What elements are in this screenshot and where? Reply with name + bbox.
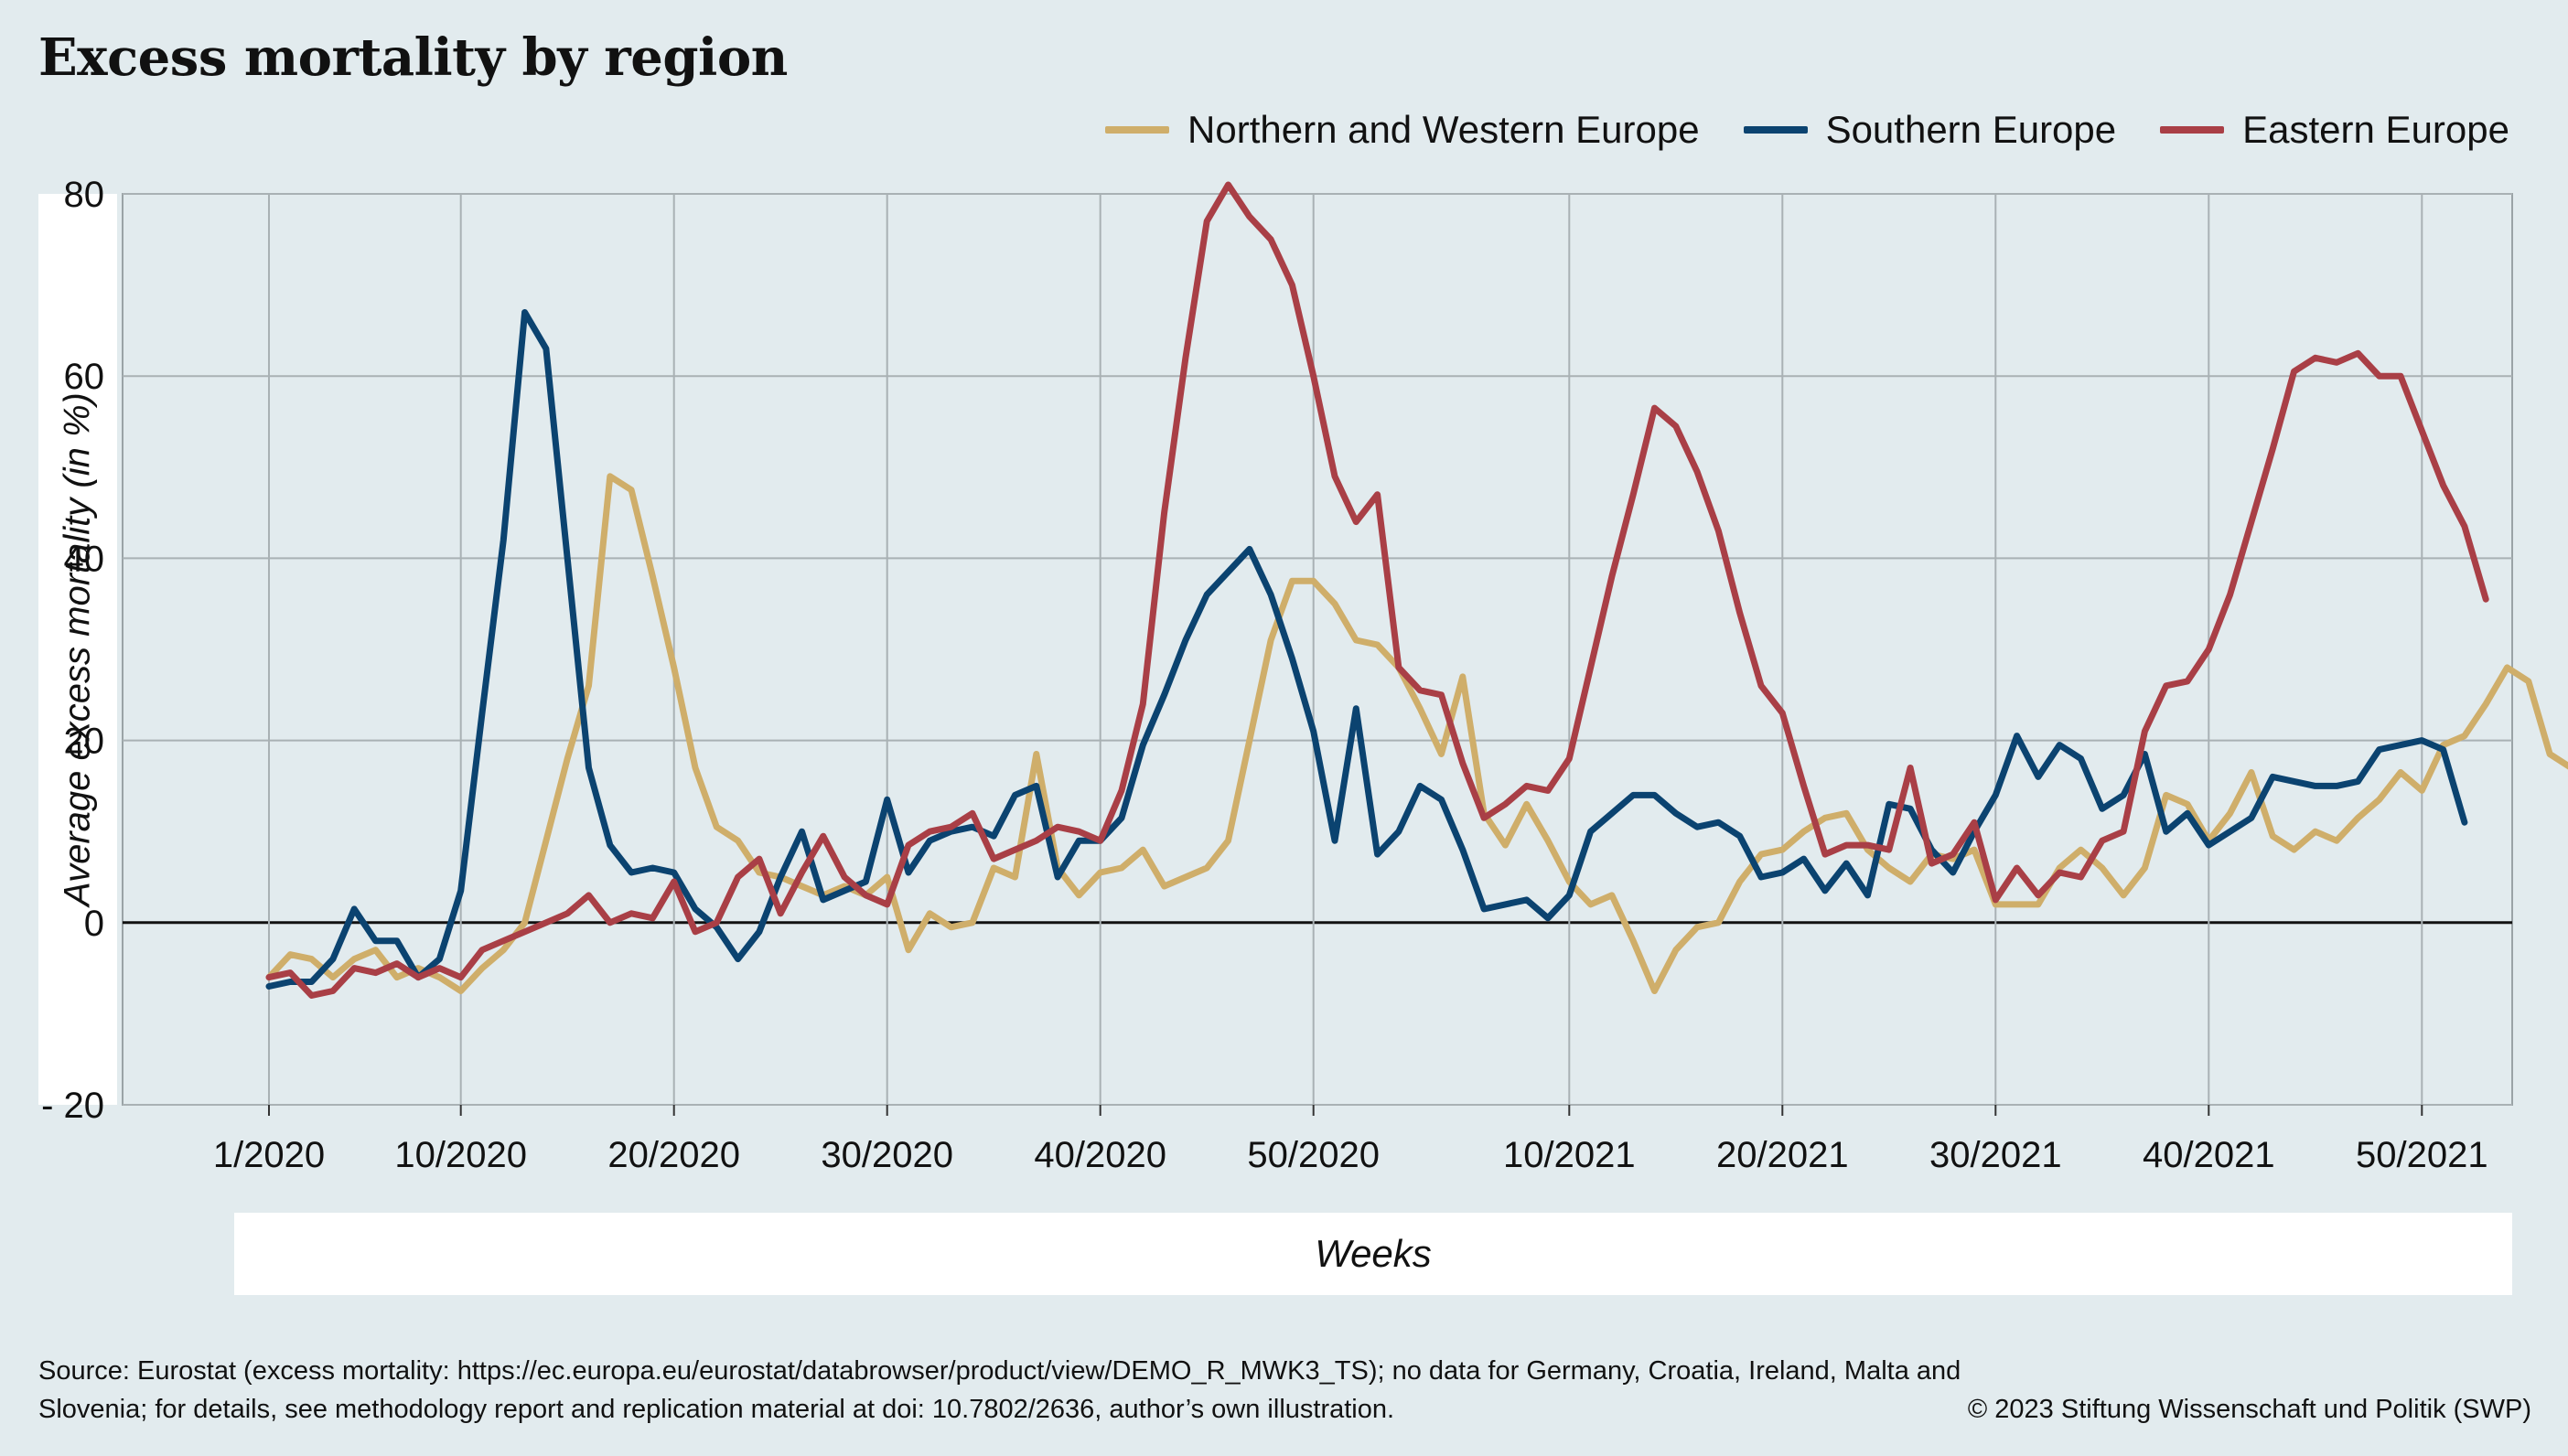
y-tick-label: - 20 (41, 1086, 104, 1126)
x-tick-label: 10/2020 (394, 1135, 527, 1175)
legend-label-eastern: Eastern Europe (2242, 108, 2509, 151)
tick-labels: 80 60 40 20 0 - 20 1/2020 10/2020 20/2020 30/2020… (41, 175, 2488, 1175)
y-tick-label: 0 (84, 904, 104, 944)
y-tick-label: 80 (64, 175, 105, 215)
x-tick-label: 50/2020 (1247, 1135, 1380, 1175)
line-chart: 80 60 40 20 0 - 20 1/2020 10/2020 20/2020 30/2020… (41, 175, 2568, 1175)
series-lines (265, 181, 2568, 999)
legend: Northern and Western Europe Southern Eur… (1105, 108, 2509, 152)
legend-label-southern: Southern Europe (1825, 108, 2117, 151)
x-tick-label: 1/2020 (213, 1135, 325, 1175)
legend-label-northern-western: Northern and Western Europe (1187, 108, 1700, 151)
x-tick-label: 30/2021 (1929, 1135, 2062, 1175)
y-tick-label: 60 (64, 357, 105, 397)
x-tick-label: 40/2021 (2143, 1135, 2275, 1175)
legend-item-southern: Southern Europe (1743, 108, 2117, 152)
y-tick-label: 40 (64, 539, 105, 579)
grid (122, 193, 2513, 1116)
legend-item-eastern: Eastern Europe (2160, 108, 2509, 152)
y-tick-label: 20 (64, 722, 105, 762)
x-tick-label: 40/2020 (1034, 1135, 1166, 1175)
legend-swatch-northern-western (1105, 126, 1170, 134)
y-axis-label-box (38, 194, 117, 1105)
series-line-eastern (265, 181, 2489, 999)
source-note: Source: Eurostat (excess mortality: http… (38, 1356, 1961, 1424)
copyright-note: © 2023 Stiftung Wissenschaft und Politik… (1967, 1395, 2531, 1424)
legend-swatch-eastern (2160, 126, 2225, 134)
chart-title: Excess mortality by region (38, 27, 788, 88)
x-axis-label: Weeks (1315, 1232, 1432, 1275)
x-tick-label: 10/2021 (1503, 1135, 1636, 1175)
x-tick-label: 30/2020 (821, 1135, 953, 1175)
x-tick-label: 20/2021 (1716, 1135, 1849, 1175)
legend-swatch-southern (1743, 126, 1808, 134)
x-tick-label: 50/2021 (2356, 1135, 2488, 1175)
x-axis-label-box: Weeks (234, 1213, 2512, 1295)
legend-item-northern-western: Northern and Western Europe (1105, 108, 1700, 152)
series-line-northern-western (265, 473, 2568, 994)
series-line-southern (265, 309, 2468, 990)
x-tick-label: 20/2020 (607, 1135, 740, 1175)
